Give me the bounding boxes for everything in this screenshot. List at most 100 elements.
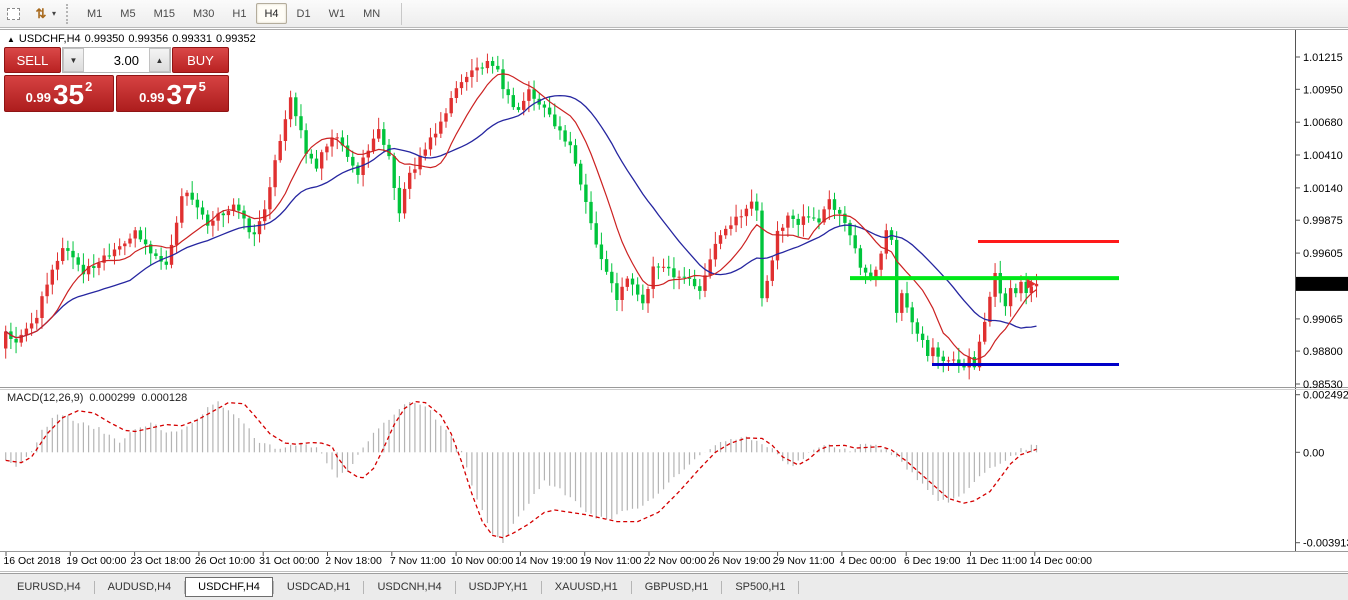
volume-decrease-button[interactable]: ▼ — [63, 48, 84, 72]
dashed-chart-icon — [6, 7, 20, 20]
macd-label: MACD(12,26,9) — [7, 392, 84, 404]
buy-price-prefix: 0.99 — [139, 90, 165, 105]
svg-text:-0.003913: -0.003913 — [1303, 538, 1348, 550]
ohlc-open: 0.99350 — [84, 33, 125, 45]
cycle-symbols-icon[interactable]: ⇅ — [32, 6, 50, 22]
symbol-collapse-arrow[interactable]: ▲ — [7, 34, 15, 44]
macd-signal-line — [5, 400, 1037, 539]
volume-increase-button[interactable]: ▲ — [149, 48, 170, 72]
trade-panel-price-row: 0.99 35 2 0.99 37 5 — [4, 75, 229, 112]
svg-text:1.00410: 1.00410 — [1303, 150, 1343, 162]
buy-price-main: 37 — [166, 79, 198, 110]
horizontal-level-lines — [850, 240, 1119, 366]
chart-frame — [0, 29, 1348, 572]
svg-text:19 Nov 11:00: 19 Nov 11:00 — [580, 555, 642, 567]
fast-ma-line — [5, 73, 1037, 361]
sell-price-pip: 2 — [85, 79, 93, 94]
tab-sp500-h1[interactable]: SP500,H1 — [735, 581, 786, 593]
svg-text:19 Oct 00:00: 19 Oct 00:00 — [66, 555, 126, 567]
svg-text:0.00: 0.00 — [1303, 447, 1324, 459]
svg-text:31 Oct 00:00: 31 Oct 00:00 — [259, 555, 319, 567]
tab-separator — [454, 580, 456, 594]
macd-axis: 0.002492 0.00 -0.003913 — [1295, 390, 1348, 550]
chevron-down-icon[interactable]: ▾ — [52, 9, 57, 18]
tab-usdjpy-h1[interactable]: USDJPY,H1 — [468, 581, 528, 593]
svg-text:0.98530: 0.98530 — [1303, 379, 1343, 391]
buy-price-pip: 5 — [198, 79, 206, 94]
volume-spinner: ▼ ▲ — [62, 47, 171, 73]
svg-text:0.98800: 0.98800 — [1303, 346, 1343, 358]
tab-eurusd-h4[interactable]: EURUSD,H4 — [17, 581, 81, 593]
tab-usdchf-h4[interactable]: USDCHF,H4 — [185, 577, 273, 597]
buy-button[interactable]: BUY — [172, 47, 229, 73]
tab-separator — [540, 580, 542, 594]
sell-button[interactable]: SELL — [4, 47, 61, 73]
timeframe-button-m30[interactable]: M30 — [192, 7, 215, 20]
svg-text:0.99605: 0.99605 — [1303, 248, 1343, 260]
timeframe-button-w1[interactable]: W1 — [328, 7, 346, 20]
buy-price-box[interactable]: 0.99 37 5 — [116, 75, 229, 112]
timeframe-button-h1[interactable]: H1 — [232, 7, 247, 20]
timeframe-button-m5[interactable]: M5 — [120, 7, 136, 20]
tab-usdcnh-h4[interactable]: USDCNH,H4 — [377, 581, 442, 593]
tab-usdcad-h1[interactable]: USDCAD,H1 — [286, 581, 351, 593]
svg-text:14 Nov 19:00: 14 Nov 19:00 — [515, 555, 578, 567]
macd-value: 0.000299 — [89, 392, 136, 404]
svg-text:23 Oct 18:00: 23 Oct 18:00 — [131, 555, 191, 567]
tab-separator — [363, 580, 365, 594]
svg-text:1.00680: 1.00680 — [1303, 117, 1343, 129]
timeframe-button-h4[interactable]: H4 — [256, 3, 287, 24]
svg-text:1.01215: 1.01215 — [1303, 52, 1343, 64]
tab-separator — [630, 580, 632, 594]
svg-text:4 Dec 00:00: 4 Dec 00:00 — [840, 555, 897, 567]
volume-input[interactable] — [84, 48, 149, 72]
macd-indicator-header: MACD(12,26,9) 0.000299 0.000128 — [7, 392, 187, 404]
svg-text:2 Nov 18:00: 2 Nov 18:00 — [325, 555, 382, 567]
svg-text:0.99875: 0.99875 — [1303, 215, 1343, 227]
svg-text:1.00140: 1.00140 — [1303, 183, 1343, 195]
timeframe-button-d1[interactable]: D1 — [296, 7, 311, 20]
macd-indicator — [5, 400, 1038, 543]
tab-separator — [798, 580, 800, 594]
tab-separator — [721, 580, 723, 594]
chart-window-icon[interactable] — [4, 6, 22, 22]
price-pointer-icon — [1026, 278, 1036, 289]
sell-price-box[interactable]: 0.99 35 2 — [4, 75, 114, 112]
tab-separator — [184, 580, 186, 594]
ohlc-high: 0.99356 — [128, 33, 169, 45]
ohlc-low: 0.99331 — [172, 33, 212, 45]
macd-signal-value: 0.000128 — [141, 392, 188, 404]
trade-panel-top-row: SELL ▼ ▲ BUY — [4, 47, 229, 73]
top-toolbar: ⇅ ▾ M1 M5 M15 M30 H1 H4 D1 W1 MN — [0, 0, 1348, 28]
tab-gbpusd-h1[interactable]: GBPUSD,H1 — [644, 581, 709, 593]
chart-ohlc-header: ▲ USDCHF,H4 0.99350 0.99356 0.99331 0.99… — [7, 33, 256, 45]
svg-text:11 Dec 11:00: 11 Dec 11:00 — [966, 555, 1027, 567]
one-click-trade-panel: SELL ▼ ▲ BUY 0.99 35 2 0.99 37 5 — [4, 47, 229, 112]
timeframe-button-m1[interactable]: M1 — [87, 7, 103, 20]
svg-text:7 Nov 11:00: 7 Nov 11:00 — [390, 555, 446, 567]
slow-ma-line — [5, 94, 1037, 339]
svg-text:0.99065: 0.99065 — [1303, 314, 1343, 326]
svg-text:29 Nov 11:00: 29 Nov 11:00 — [773, 555, 835, 567]
svg-text:1.00950: 1.00950 — [1303, 84, 1343, 96]
tab-separator — [272, 580, 274, 594]
sell-price-prefix: 0.99 — [25, 90, 51, 105]
tab-separator — [93, 580, 95, 594]
svg-text:16 Oct 2018: 16 Oct 2018 — [3, 555, 60, 567]
sell-price-main: 35 — [52, 79, 85, 110]
tab-audusd-h4[interactable]: AUDUSD,H4 — [107, 581, 172, 593]
timeframe-button-m15[interactable]: M15 — [153, 7, 175, 20]
date-axis: 16 Oct 2018 19 Oct 00:00 23 Oct 18:00 26 Oc… — [3, 552, 1092, 567]
svg-text:26 Oct 10:00: 26 Oct 10:00 — [195, 555, 255, 567]
tab-xauusd-h1[interactable]: XAUUSD,H1 — [554, 581, 618, 593]
toolbar-separator — [401, 2, 403, 25]
svg-text:10 Nov 00:00: 10 Nov 00:00 — [451, 555, 514, 567]
price-axis: 1.01215 1.00950 1.00680 1.00410 1.00140 0.998… — [1295, 52, 1343, 391]
timeframe-button-mn[interactable]: MN — [363, 7, 381, 20]
current-price-marker: 0.99352 — [1026, 276, 1348, 291]
svg-text:6 Dec 19:00: 6 Dec 19:00 — [904, 555, 961, 567]
svg-text:22 Nov 00:00: 22 Nov 00:00 — [644, 555, 707, 567]
toolbar-grip[interactable] — [66, 3, 71, 24]
